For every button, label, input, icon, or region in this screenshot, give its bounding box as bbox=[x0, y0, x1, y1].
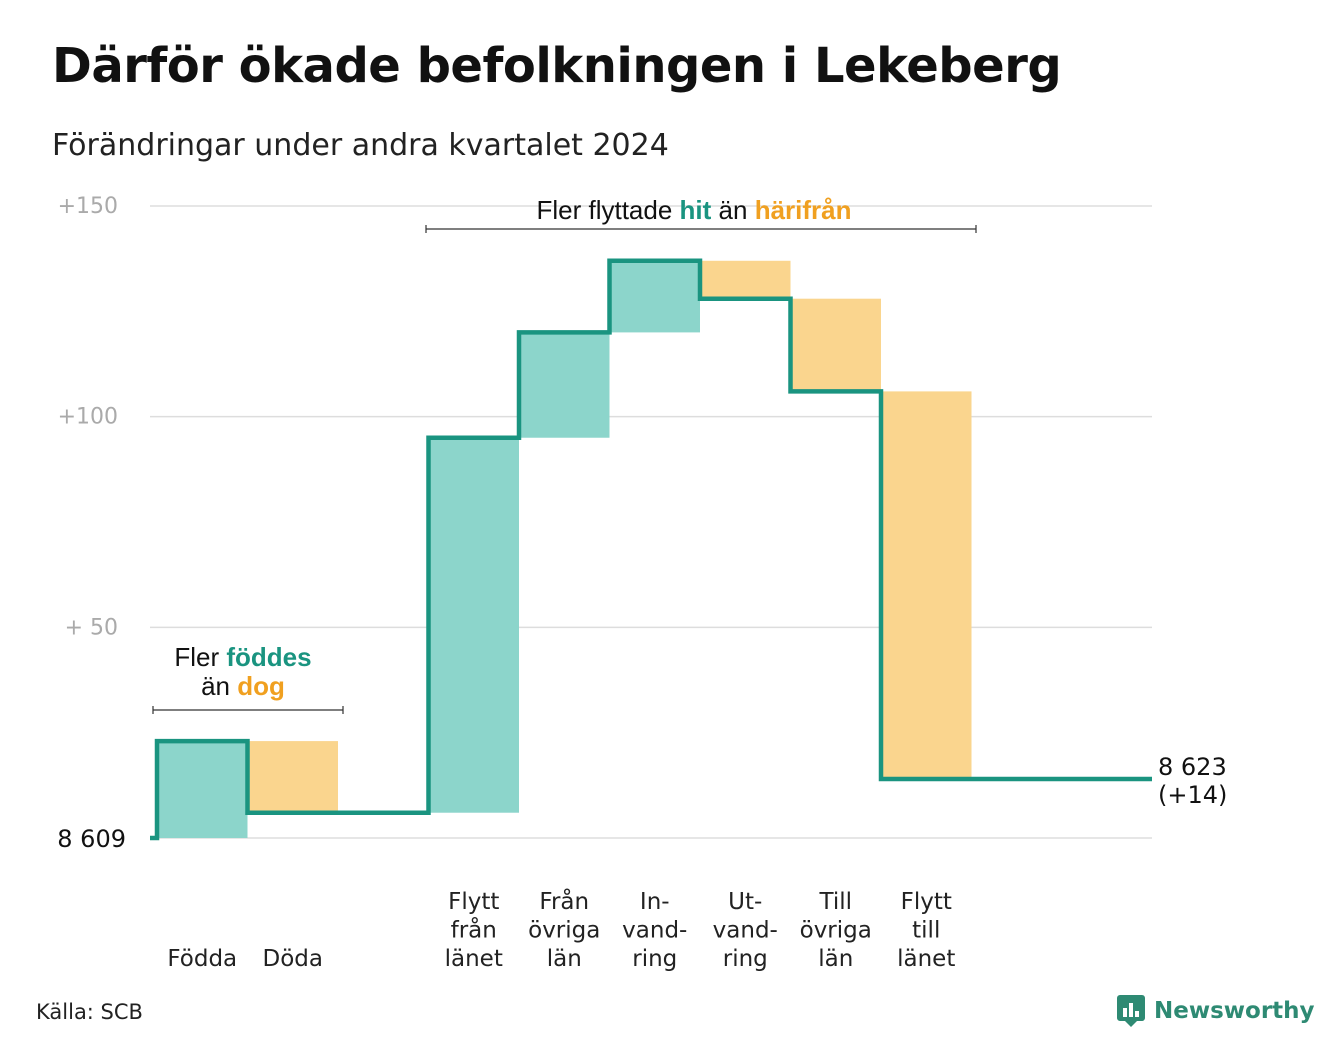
annotation-part: hit bbox=[680, 195, 712, 225]
annotation-part: föddes bbox=[226, 642, 311, 672]
source-note: Källa: SCB bbox=[36, 1000, 143, 1024]
category-label: ring bbox=[632, 946, 677, 972]
brand-name: Newsworthy bbox=[1154, 998, 1315, 1024]
category-label: Från bbox=[539, 887, 589, 915]
category-label: Döda bbox=[263, 946, 323, 972]
y-tick-label: +100 bbox=[58, 405, 118, 430]
waterfall-bar bbox=[700, 260, 791, 299]
chart-subtitle: Förändringar under andra kvartalet 2024 bbox=[52, 128, 669, 163]
waterfall-bar bbox=[609, 260, 700, 333]
end-value-label: 8 623 bbox=[1158, 753, 1227, 781]
category-label: till bbox=[912, 918, 940, 944]
category-label: vand- bbox=[713, 918, 778, 944]
category-label: länet bbox=[897, 946, 955, 972]
brand-logo[interactable]: Newsworthy bbox=[1116, 994, 1315, 1028]
end-change-label: (+14) bbox=[1158, 781, 1227, 809]
annotation-part: än bbox=[711, 195, 754, 225]
annotation-part: än bbox=[201, 671, 237, 701]
annotation-text-births: än dog bbox=[201, 671, 285, 701]
waterfall-bar bbox=[790, 298, 881, 392]
waterfall-bar bbox=[881, 391, 972, 780]
waterfall-bar bbox=[519, 332, 610, 438]
category-label: Flytt bbox=[448, 889, 499, 915]
baseline-value-label: 8 609 bbox=[57, 825, 126, 853]
y-tick-label: + 50 bbox=[65, 615, 118, 640]
waterfall-bar bbox=[157, 741, 248, 838]
newsworthy-logo-icon bbox=[1117, 995, 1145, 1027]
bar-layer bbox=[157, 260, 972, 838]
category-label: län bbox=[547, 946, 582, 972]
category-label: från bbox=[451, 916, 497, 944]
category-label: Flytt bbox=[901, 889, 952, 915]
annotation-part: Fler bbox=[174, 642, 226, 672]
category-label: län bbox=[818, 946, 853, 972]
annotation-text-moves: Fler flyttade hit än härifrån bbox=[536, 195, 851, 225]
annotation-part: härifrån bbox=[755, 195, 852, 225]
category-label: länet bbox=[445, 946, 503, 972]
category-label: Ut- bbox=[728, 889, 762, 915]
label-layer: Födda DödaFlyttfrånlänetFrånövrigalänIn-v… bbox=[57, 753, 1227, 972]
annotation-text-births: Fler föddes bbox=[174, 642, 311, 672]
category-label: ring bbox=[723, 946, 768, 972]
category-label: övriga bbox=[800, 918, 872, 944]
cumulative-step-line bbox=[150, 258, 1152, 841]
annotation-part: Fler flyttade bbox=[536, 195, 679, 225]
y-tick-label: +150 bbox=[58, 194, 118, 219]
waterfall-bar bbox=[247, 741, 338, 813]
grid-layer: + 50 +100 +150 bbox=[58, 194, 1152, 839]
category-label: In- bbox=[640, 889, 670, 915]
category-label: Till bbox=[818, 889, 852, 915]
step-line-layer bbox=[150, 258, 1152, 841]
category-label: Födda bbox=[167, 946, 237, 972]
chart-title: Därför ökade befolkningen i Lekeberg bbox=[52, 38, 1062, 94]
category-label: vand- bbox=[622, 918, 687, 944]
annotation-part: dog bbox=[237, 671, 285, 701]
category-label: övriga bbox=[528, 918, 600, 944]
waterfall-bar bbox=[428, 437, 519, 813]
